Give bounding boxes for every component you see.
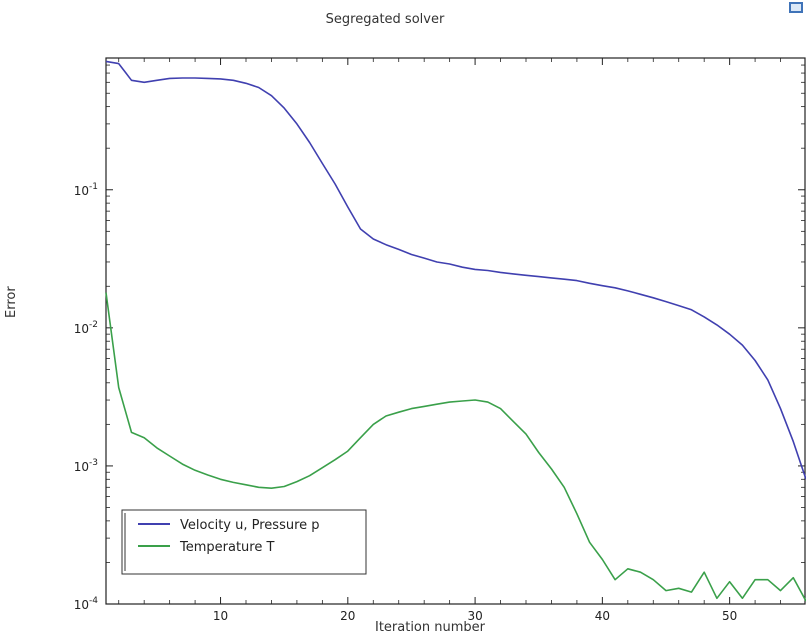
y-tick-label: 10-3 bbox=[74, 458, 98, 474]
chart-title: Segregated solver bbox=[325, 12, 445, 27]
y-tick-label: 10-2 bbox=[74, 320, 98, 336]
plot-frame bbox=[105, 57, 806, 605]
legend-label-1: Velocity u, Pressure p bbox=[180, 518, 320, 533]
x-tick-label: 40 bbox=[595, 609, 610, 623]
series-line-2 bbox=[105, 292, 806, 602]
x-tick-label: 30 bbox=[467, 609, 482, 623]
legend-label-2: Temperature T bbox=[179, 540, 274, 555]
x-tick-label: 20 bbox=[340, 609, 355, 623]
series-line-1 bbox=[105, 60, 806, 480]
x-axis-label: Iteration number bbox=[374, 620, 485, 635]
legend-box bbox=[121, 509, 367, 575]
x-tick-label: 10 bbox=[213, 609, 228, 623]
plot-settings-icon[interactable] bbox=[789, 2, 803, 13]
y-tick-label: 10-1 bbox=[74, 182, 98, 198]
y-tick-label: 10-4 bbox=[74, 596, 99, 612]
x-tick-label: 50 bbox=[722, 609, 737, 623]
